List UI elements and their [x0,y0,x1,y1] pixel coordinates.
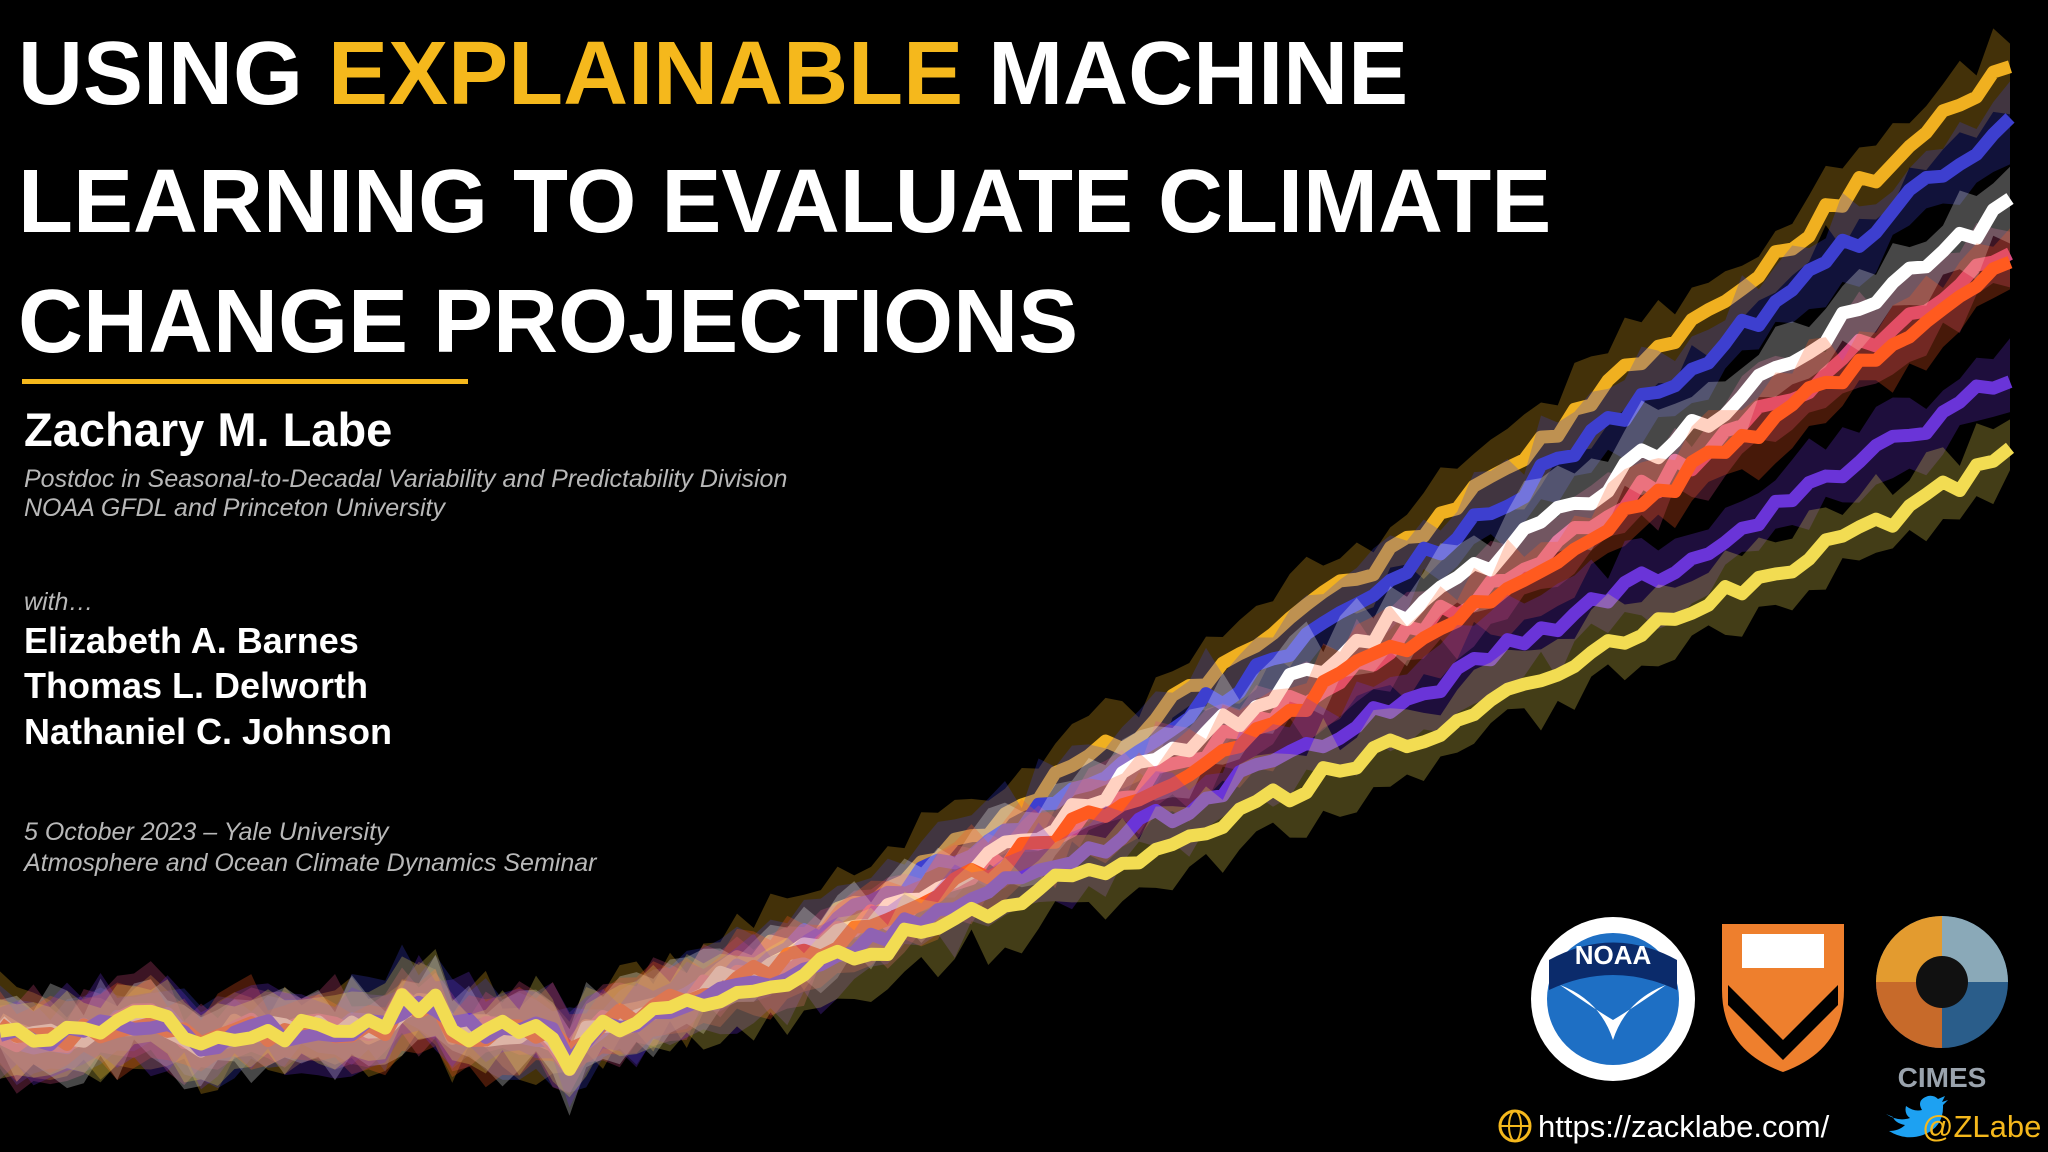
twitter-icon [1886,1095,1948,1138]
decorative-projection-lines [0,28,2015,1116]
projection-spread [0,223,2010,1095]
author-position: Postdoc in Seasonal-to-Decadal Variabili… [24,465,787,493]
coauthor-name: Nathaniel C. Johnson [24,711,392,752]
author-name: Zachary M. Labe [24,403,392,456]
coauthors-intro: with… [24,588,93,616]
projection-spread [0,338,2010,1108]
coauthor-name: Elizabeth A. Barnes [24,620,359,661]
cimes-logo-text: CIMES [1898,1062,1987,1093]
projection-spread [0,166,2010,1116]
title-line-2: LEARNING TO EVALUATE CLIMATE [18,152,1551,252]
cimes-logo: CIMES [1876,916,2008,1093]
princeton-logo [1722,924,1844,1072]
title-underline [22,379,468,384]
projection-line [0,442,2015,1076]
title-highlight: EXPLAINABLE [328,24,963,124]
noaa-logo-text: NOAA [1575,940,1652,970]
coauthor-name: Thomas L. Delworth [24,665,368,706]
title-text: USING [18,24,328,124]
twitter-handle[interactable]: @ZLabe [1922,1109,2041,1144]
event-date: 5 October 2023 – Yale University [24,818,390,846]
website-link[interactable]: https://zacklabe.com/ [1538,1109,1830,1144]
title-line-1: USING EXPLAINABLE MACHINE [18,24,1408,124]
author-affiliation: NOAA GFDL and Princeton University [24,494,446,522]
noaa-logo: NOAA [1531,917,1695,1081]
web-icon [1498,1109,1532,1143]
title-line-3: CHANGE PROJECTIONS [18,272,1078,372]
title-text: MACHINE [963,24,1408,124]
projection-spread [0,419,2010,1098]
event-seminar: Atmosphere and Ocean Climate Dynamics Se… [22,849,598,877]
